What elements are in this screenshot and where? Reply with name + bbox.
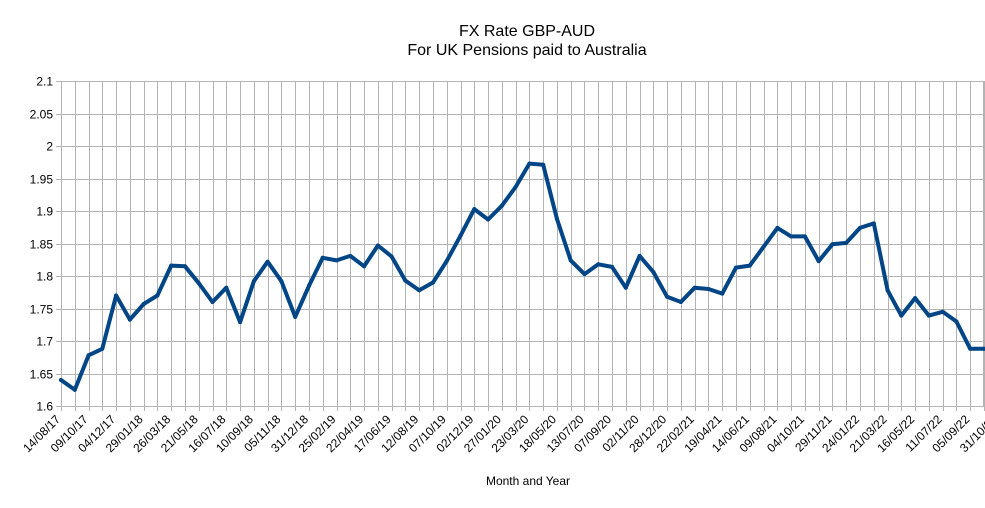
y-tick-label: 2.05 [30, 108, 54, 122]
data-point [348, 253, 353, 258]
gridlines [56, 81, 985, 411]
data-point [678, 300, 683, 304]
data-point [871, 221, 876, 226]
data-point [568, 258, 573, 263]
data-point [141, 302, 146, 306]
y-tick-label: 1.65 [30, 368, 54, 382]
data-point [307, 283, 311, 288]
data-point [761, 244, 766, 249]
data-point [155, 293, 160, 298]
data-point [651, 270, 656, 275]
data-point [403, 278, 408, 283]
data-point [665, 294, 670, 299]
data-point [458, 233, 463, 238]
data-point [596, 262, 601, 267]
y-tick-label: 1.75 [30, 303, 54, 317]
y-axis-tick-labels: 1.6 1.65 1.7 1.75 1.8 1.85 1.9 1.95 2 2.05 2.1 [30, 75, 54, 414]
data-point [127, 317, 132, 322]
data-point [982, 346, 985, 351]
data-point [293, 314, 298, 319]
data-point [265, 259, 270, 264]
data-point [210, 300, 215, 304]
data-point [527, 161, 532, 166]
y-tick-label: 2.1 [36, 75, 53, 89]
data-point [692, 285, 697, 290]
data-point [72, 387, 77, 392]
data-point [789, 234, 794, 239]
y-tick-label: 1.95 [30, 173, 54, 187]
data-point [954, 319, 959, 324]
data-point [554, 216, 559, 221]
data-point [720, 291, 725, 296]
data-point [858, 225, 862, 230]
data-point [899, 313, 904, 318]
data-point [334, 258, 339, 263]
y-tick-label: 1.8 [36, 270, 53, 284]
data-point [279, 279, 284, 284]
data-point [623, 285, 628, 290]
data-point [224, 285, 229, 290]
y-tick-label: 1.85 [30, 238, 54, 252]
data-point [706, 287, 711, 291]
data-point [59, 378, 63, 382]
data-point [830, 242, 835, 247]
data-point [734, 265, 738, 270]
y-tick-label: 1.9 [36, 205, 53, 219]
data-point [472, 207, 477, 212]
data-point [417, 288, 422, 293]
series-line [59, 161, 985, 392]
data-point [86, 353, 91, 358]
series-layer [59, 161, 985, 392]
data-point [362, 264, 367, 269]
data-point [926, 313, 931, 318]
data-point [389, 254, 394, 259]
chart-title: FX Rate GBP-AUD [459, 23, 595, 40]
x-axis-label: Month and Year [486, 474, 570, 488]
x-axis-tick-labels: 14/08/1709/10/1704/12/1729/01/1826/03/18… [20, 412, 985, 455]
data-point [499, 203, 504, 208]
data-point [444, 259, 449, 264]
data-point [320, 255, 325, 260]
data-point [238, 320, 243, 325]
data-point [844, 240, 849, 245]
data-point [610, 264, 614, 269]
data-point [114, 293, 119, 298]
data-point [196, 281, 201, 286]
data-point [486, 217, 491, 222]
data-point [582, 272, 587, 277]
data-point [775, 225, 780, 230]
data-point [940, 309, 945, 314]
data-point [637, 253, 642, 258]
data-point [100, 346, 105, 351]
data-point [968, 346, 973, 351]
plot-frame [61, 81, 984, 407]
data-point [802, 234, 807, 239]
data-point [251, 279, 256, 284]
data-point [913, 296, 918, 301]
data-point [169, 263, 174, 268]
data-point [375, 243, 380, 248]
data-point [513, 185, 518, 189]
data-point [747, 263, 752, 268]
y-tick-label: 1.7 [36, 335, 53, 349]
data-point [885, 288, 890, 293]
y-tick-label: 2 [46, 140, 53, 154]
data-point [431, 280, 435, 285]
y-tick-label: 1.6 [36, 400, 53, 414]
data-point [816, 259, 821, 264]
data-point [183, 264, 187, 269]
data-point [541, 162, 546, 167]
chart-subtitle: For UK Pensions paid to Australia [407, 42, 646, 59]
